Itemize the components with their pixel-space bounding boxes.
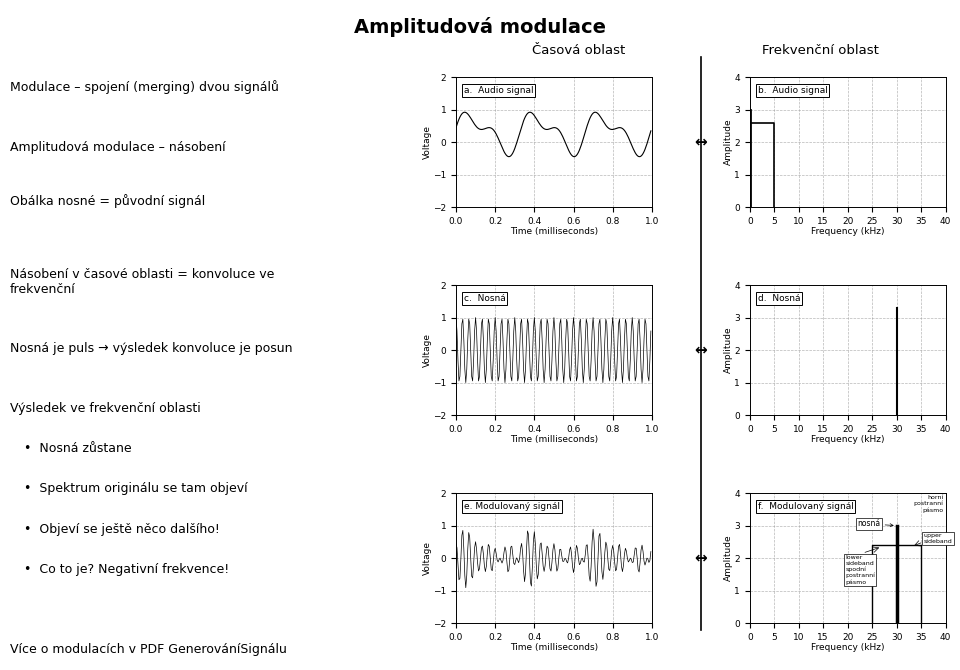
Text: •  Nosná zůstane: • Nosná zůstane [24,442,132,455]
Text: upper
sideband: upper sideband [924,533,952,544]
Text: Nosná je puls → výsledek konvoluce je posun: Nosná je puls → výsledek konvoluce je po… [10,342,292,354]
Text: ↔: ↔ [694,135,708,149]
X-axis label: Time (milliseconds): Time (milliseconds) [510,643,598,652]
Text: ↔: ↔ [694,342,708,358]
Text: Výsledek ve frekvenční oblasti: Výsledek ve frekvenční oblasti [10,402,201,415]
Text: lower
sideband
spodní
postranní
pásmo: lower sideband spodní postranní pásmo [845,555,876,585]
Text: b.  Audio signal: b. Audio signal [757,86,828,95]
Y-axis label: Voltage: Voltage [422,333,432,367]
Text: horní
postranní
pásmo: horní postranní pásmo [913,494,943,513]
Text: ↔: ↔ [694,551,708,565]
Text: d.  Nosná: d. Nosná [757,294,800,303]
Text: Frekvenční oblast: Frekvenční oblast [762,44,879,56]
Text: c.  Nosná: c. Nosná [464,294,506,303]
Y-axis label: Amplitude: Amplitude [724,327,732,373]
Y-axis label: Amplitude: Amplitude [724,535,732,582]
Text: e. Modulovaný signál: e. Modulovaný signál [464,502,560,511]
Text: •  Spektrum originálu se tam objeví: • Spektrum originálu se tam objeví [24,482,248,495]
Y-axis label: Voltage: Voltage [422,541,432,575]
Text: •  Objeví se ještě něco dalšího!: • Objeví se ještě něco dalšího! [24,523,220,535]
Text: Více o modulacích v PDF GenerováníSignálu: Více o modulacích v PDF GenerováníSignál… [10,643,286,656]
Text: nosná: nosná [857,519,893,529]
Y-axis label: Amplitude: Amplitude [724,119,732,165]
X-axis label: Time (milliseconds): Time (milliseconds) [510,436,598,444]
X-axis label: Frequency (kHz): Frequency (kHz) [811,227,884,236]
Text: Časová oblast: Časová oblast [532,44,626,56]
Text: Modulace – spojení (merging) dvou signálů: Modulace – spojení (merging) dvou signál… [10,80,278,94]
X-axis label: Frequency (kHz): Frequency (kHz) [811,643,884,652]
Text: Obálka nosné = původní signál: Obálka nosné = původní signál [10,194,204,208]
Text: Amplitudová modulace: Amplitudová modulace [354,17,606,37]
Y-axis label: Voltage: Voltage [422,125,432,159]
X-axis label: Frequency (kHz): Frequency (kHz) [811,436,884,444]
Text: f.  Modulovaný signál: f. Modulovaný signál [757,502,853,511]
Text: Násobení v časové oblasti = konvoluce ve
frekvenční: Násobení v časové oblasti = konvoluce ve… [10,268,274,296]
X-axis label: Time (milliseconds): Time (milliseconds) [510,227,598,236]
Text: •  Co to je? Negativní frekvence!: • Co to je? Negativní frekvence! [24,563,229,576]
Text: Amplitudová modulace – násobení: Amplitudová modulace – násobení [10,141,226,153]
Text: a.  Audio signal: a. Audio signal [464,86,534,95]
